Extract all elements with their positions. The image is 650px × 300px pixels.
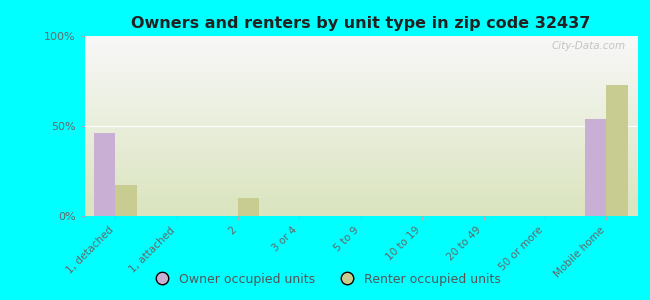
Legend: Owner occupied units, Renter occupied units: Owner occupied units, Renter occupied un… bbox=[144, 268, 506, 291]
Title: Owners and renters by unit type in zip code 32437: Owners and renters by unit type in zip c… bbox=[131, 16, 590, 31]
Bar bbox=[115, 185, 136, 216]
Text: City-Data.com: City-Data.com bbox=[552, 41, 626, 51]
Bar bbox=[585, 119, 606, 216]
Bar bbox=[94, 133, 115, 216]
Bar bbox=[238, 198, 259, 216]
Bar bbox=[606, 85, 628, 216]
